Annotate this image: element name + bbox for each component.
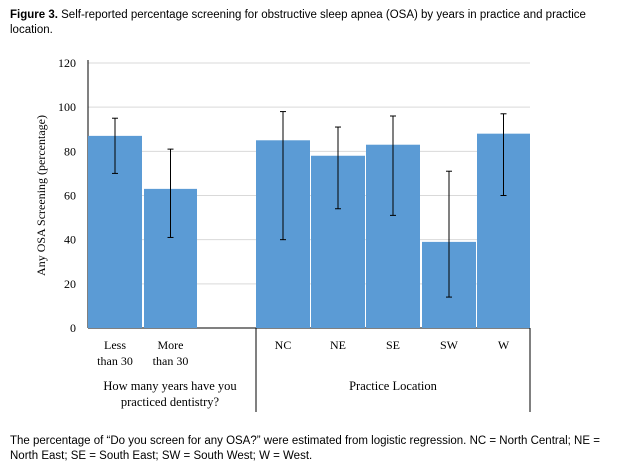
- y-tick-label: 100: [58, 100, 76, 114]
- group-label: Practice Location: [349, 379, 438, 393]
- y-tick-label: 60: [64, 189, 76, 203]
- y-tick-label: 40: [64, 233, 76, 247]
- y-tick-label: 120: [58, 56, 76, 70]
- x-tick-label: More: [158, 338, 184, 352]
- figure-title: Self-reported percentage screening for o…: [10, 9, 586, 36]
- figure-note: The percentage of “Do you screen for any…: [10, 435, 600, 462]
- figure-caption: Figure 3. Self-reported percentage scree…: [10, 8, 628, 38]
- group-label: How many years have you: [103, 379, 237, 393]
- x-tick-label: NC: [275, 338, 292, 352]
- x-tick-label: Less: [104, 338, 126, 352]
- figure-label: Figure 3.: [10, 9, 58, 21]
- x-tick-label: NE: [330, 338, 346, 352]
- group-label: practiced dentistry?: [121, 395, 220, 409]
- y-tick-label: 0: [70, 321, 76, 335]
- x-tick-label: SE: [386, 338, 400, 352]
- x-tick-label: than 30: [97, 354, 133, 368]
- y-axis-label: Any OSA Screening (percentage): [34, 115, 48, 276]
- x-tick-label: SW: [440, 338, 459, 352]
- x-tick-label: W: [498, 338, 510, 352]
- y-tick-label: 80: [64, 144, 76, 158]
- y-tick-label: 20: [64, 277, 76, 291]
- x-tick-label: than 30: [153, 354, 189, 368]
